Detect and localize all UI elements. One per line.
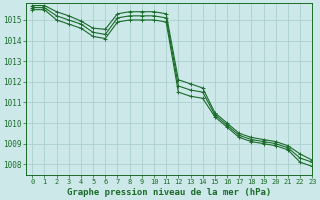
X-axis label: Graphe pression niveau de la mer (hPa): Graphe pression niveau de la mer (hPa) <box>67 188 271 197</box>
